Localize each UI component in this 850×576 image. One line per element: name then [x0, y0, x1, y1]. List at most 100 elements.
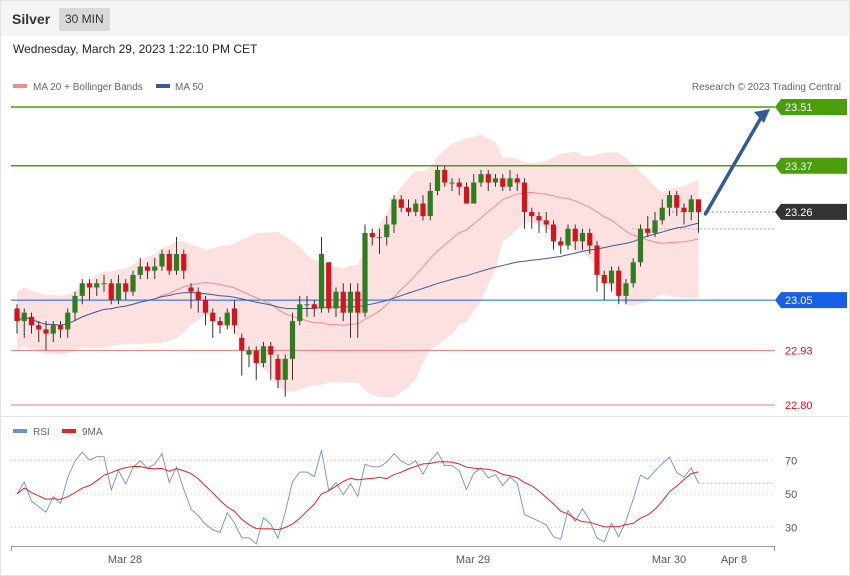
candle-body	[326, 262, 332, 309]
candle-body	[108, 283, 114, 301]
candle	[144, 262, 151, 280]
candle-body	[529, 211, 535, 217]
candle	[246, 346, 252, 368]
rsi-panel: 70 50 30	[11, 450, 797, 545]
candle	[362, 224, 368, 317]
top-bar: Silver 30 MIN	[1, 1, 849, 36]
candle	[217, 316, 223, 334]
x-axis: Mar 28 Mar 29 Mar 30 Apr 8	[11, 546, 775, 566]
copyright-text: Research © 2023 Trading Central	[692, 82, 841, 93]
candle	[463, 182, 470, 204]
candle	[65, 308, 71, 338]
candle-body	[137, 266, 143, 275]
level-label-22.93: 22.93	[785, 345, 813, 357]
rsi-tick-70: 70	[785, 456, 797, 468]
candle-body	[587, 232, 593, 246]
candle	[376, 228, 383, 254]
candle-body	[405, 207, 412, 212]
candle-body	[616, 270, 622, 296]
candle	[492, 174, 499, 187]
bollinger-band-area	[17, 134, 699, 398]
candle-body	[630, 262, 636, 284]
candle-body	[434, 169, 441, 191]
candle-body	[681, 207, 687, 212]
candle-body	[565, 228, 571, 246]
candle	[695, 199, 702, 233]
ma20-legend-swatch	[13, 84, 27, 88]
candle	[86, 279, 93, 301]
forecast-arrow-head	[754, 109, 770, 123]
candle	[318, 237, 325, 313]
candle	[355, 283, 361, 338]
rsi-legend: RSI 9MA	[13, 427, 103, 438]
x-tick-label: Mar 30	[652, 554, 686, 566]
candle-body	[674, 195, 680, 208]
candle-body	[173, 253, 180, 271]
candle	[616, 266, 622, 305]
candle-body	[101, 283, 107, 285]
bollinger-band	[17, 134, 699, 398]
candle-body	[500, 178, 506, 187]
forecast-arrow-shaft	[703, 114, 764, 216]
candle-body	[362, 232, 368, 313]
candle-body	[456, 182, 462, 187]
candle-body	[645, 228, 651, 233]
candle-body	[195, 291, 201, 301]
candle	[579, 228, 586, 250]
candle	[543, 211, 549, 233]
candle	[565, 224, 571, 250]
rsi-legend-swatch	[13, 429, 27, 433]
candle-body	[79, 283, 85, 296]
candle-body	[427, 190, 433, 217]
candle-body	[420, 203, 426, 217]
level-tag-23.37	[775, 157, 847, 174]
candle	[521, 178, 528, 229]
candle	[14, 304, 20, 334]
candle	[630, 258, 636, 288]
candle-body	[36, 325, 42, 330]
candle-body	[275, 358, 281, 380]
candle-body	[347, 291, 354, 313]
level-label-23.05: 23.05	[785, 295, 813, 307]
candle	[231, 300, 238, 334]
candle-body	[86, 283, 93, 288]
candle-body	[623, 283, 629, 296]
candle-body	[57, 325, 64, 330]
timeframe-button[interactable]: 30 MIN	[59, 8, 110, 31]
candle	[420, 195, 426, 221]
candle	[405, 199, 412, 217]
candle	[101, 274, 107, 292]
candle	[594, 241, 600, 292]
candle	[268, 342, 274, 380]
candle-body	[601, 274, 607, 284]
candle-body	[115, 283, 122, 301]
candle	[645, 216, 651, 238]
candle-body	[202, 300, 209, 313]
candle-body	[333, 291, 339, 309]
candle-body	[217, 321, 223, 326]
candle-body	[369, 232, 375, 238]
rsi-line	[16, 450, 699, 545]
candle-body	[594, 245, 600, 275]
candle-body	[159, 253, 165, 267]
candle-body	[224, 312, 230, 326]
candle	[369, 228, 375, 246]
price-legend: MA 20 + Bollinger Bands MA 50 Research ©…	[13, 82, 841, 93]
candle	[572, 224, 578, 250]
candle	[442, 165, 448, 187]
candle	[449, 178, 455, 191]
candle	[485, 169, 491, 191]
candle	[137, 258, 143, 280]
candle-body	[43, 329, 49, 334]
candle-body	[72, 295, 78, 313]
rsi-ma-line	[16, 461, 699, 531]
candle-body	[637, 228, 644, 263]
candle	[623, 279, 629, 305]
candle-body	[659, 207, 665, 221]
candle	[152, 258, 158, 280]
candle	[558, 237, 564, 254]
rsi-ma-legend-label: 9MA	[82, 427, 103, 438]
candle-body	[65, 312, 71, 330]
candle	[43, 321, 49, 351]
candle	[50, 321, 56, 343]
